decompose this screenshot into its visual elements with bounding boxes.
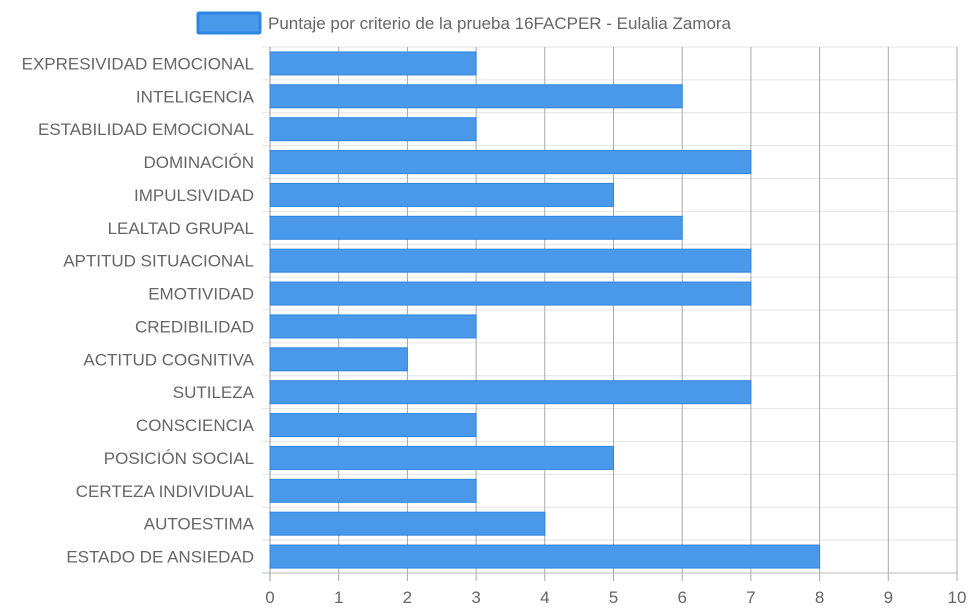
- category-label: APTITUD SITUACIONAL: [63, 252, 254, 271]
- bar[interactable]: [269, 150, 752, 175]
- category-label: ESTADO DE ANSIEDAD: [66, 548, 254, 567]
- x-tick-label: 6: [677, 588, 686, 607]
- category-label: POSICIÓN SOCIAL: [104, 449, 254, 468]
- legend-label: Puntaje por criterio de la prueba 16FACP…: [268, 14, 732, 33]
- legend-swatch: [196, 11, 262, 35]
- x-tick-label: 0: [265, 588, 274, 607]
- category-label: SUTILEZA: [173, 383, 255, 402]
- category-label: AUTOESTIMA: [144, 515, 255, 534]
- category-label: INTELIGENCIA: [136, 87, 255, 106]
- category-label: EMOTIVIDAD: [148, 285, 254, 304]
- bar[interactable]: [269, 380, 752, 405]
- category-label: CONSCIENCIA: [136, 416, 255, 435]
- bar[interactable]: [269, 51, 477, 76]
- bar[interactable]: [269, 347, 408, 372]
- bar[interactable]: [269, 215, 683, 240]
- category-label: IMPULSIVIDAD: [134, 186, 254, 205]
- bar[interactable]: [269, 478, 477, 503]
- x-tick-labels: 0 1 2 3 4 5 6 7 8 9 10: [265, 588, 966, 607]
- bar[interactable]: [269, 413, 477, 438]
- x-tick-label: 9: [884, 588, 893, 607]
- bar[interactable]: [269, 84, 683, 109]
- category-label: ESTABILIDAD EMOCIONAL: [38, 120, 254, 139]
- bars: [269, 51, 821, 569]
- category-label: CREDIBILIDAD: [135, 317, 254, 336]
- x-tick-label: 1: [334, 588, 343, 607]
- bar[interactable]: [269, 117, 477, 142]
- legend[interactable]: Puntaje por criterio de la prueba 16FACP…: [196, 11, 732, 35]
- x-tick-label: 10: [948, 588, 967, 607]
- bar[interactable]: [269, 511, 546, 536]
- bar[interactable]: [269, 182, 614, 207]
- bar[interactable]: [269, 445, 614, 470]
- category-label: EXPRESIVIDAD EMOCIONAL: [22, 54, 254, 73]
- x-tick-label: 5: [609, 588, 618, 607]
- category-label: CERTEZA INDIVIDUAL: [76, 482, 254, 501]
- bar[interactable]: [269, 544, 821, 569]
- x-tick-label: 7: [746, 588, 755, 607]
- x-tick-label: 2: [403, 588, 412, 607]
- bar[interactable]: [269, 281, 752, 306]
- category-label: LEALTAD GRUPAL: [108, 219, 254, 238]
- x-tick-label: 8: [815, 588, 824, 607]
- x-tick-label: 3: [471, 588, 480, 607]
- category-label: DOMINACIÓN: [144, 153, 255, 172]
- bar[interactable]: [269, 314, 477, 339]
- category-labels: EXPRESIVIDAD EMOCIONAL INTELIGENCIA ESTABI…: [22, 54, 255, 566]
- x-tick-label: 4: [540, 588, 549, 607]
- bar[interactable]: [269, 248, 752, 273]
- category-label: ACTITUD COGNITIVA: [83, 350, 254, 369]
